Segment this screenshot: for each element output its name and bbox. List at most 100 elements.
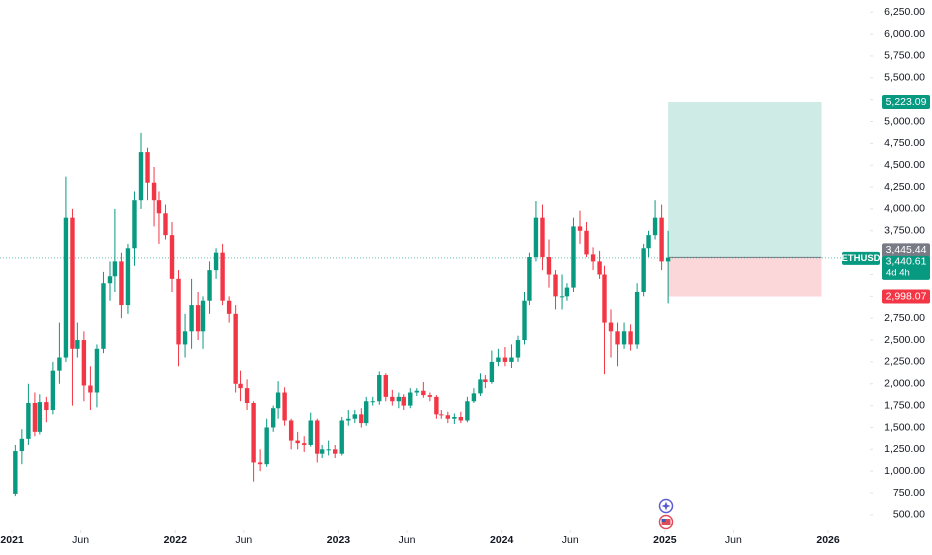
candle-body bbox=[101, 283, 106, 349]
candle-body bbox=[182, 331, 188, 345]
countdown: 4d 4h bbox=[886, 267, 910, 278]
candle-body bbox=[364, 401, 369, 424]
y-tick-label: 4,250.00 bbox=[884, 181, 925, 193]
candle-body bbox=[125, 248, 131, 306]
x-tick-label: 2026 bbox=[816, 534, 840, 546]
y-tick-label: 1,250.00 bbox=[884, 443, 925, 455]
candle-body bbox=[621, 331, 627, 345]
event-icons[interactable] bbox=[658, 498, 674, 530]
x-tick-label: 2023 bbox=[327, 534, 351, 546]
candle-body bbox=[176, 278, 181, 345]
candle-body bbox=[112, 261, 118, 277]
candle-body bbox=[339, 420, 344, 454]
candle-body bbox=[88, 385, 93, 393]
candle-body bbox=[377, 375, 382, 402]
candle-body bbox=[509, 357, 514, 362]
candle-body bbox=[584, 230, 589, 255]
candle-body bbox=[559, 296, 565, 298]
x-tick-label: Jun bbox=[562, 534, 579, 546]
candle-body bbox=[226, 300, 232, 314]
candle-body bbox=[496, 357, 501, 362]
candle-body bbox=[57, 357, 62, 371]
y-tick-label: 1,500.00 bbox=[884, 421, 925, 433]
candle-body bbox=[577, 226, 583, 231]
candle-body bbox=[522, 300, 527, 341]
y-tick-label: 2,000.00 bbox=[884, 378, 925, 390]
candle-body bbox=[608, 322, 614, 332]
candle-body bbox=[138, 152, 144, 201]
candle-body bbox=[32, 402, 38, 432]
candle-body bbox=[452, 416, 457, 419]
candle-body bbox=[107, 276, 113, 284]
candle-body bbox=[346, 418, 351, 421]
candle-body bbox=[19, 438, 25, 452]
candle-body bbox=[489, 361, 495, 383]
candle-body bbox=[238, 383, 243, 389]
x-tick-label: 2024 bbox=[490, 534, 514, 546]
candle-body bbox=[401, 396, 406, 406]
candle-body bbox=[527, 257, 532, 301]
candle-body bbox=[119, 261, 124, 306]
x-tick-label: 2025 bbox=[653, 534, 677, 546]
candle-body bbox=[275, 392, 281, 409]
candle-body bbox=[396, 396, 402, 402]
candle-body bbox=[641, 248, 646, 292]
candle-body bbox=[483, 379, 488, 383]
y-tick-label: 4,000.00 bbox=[884, 203, 925, 215]
y-tick-label: 6,000.00 bbox=[884, 28, 925, 40]
candle-body bbox=[634, 291, 640, 345]
y-tick-label: 1,000.00 bbox=[884, 465, 925, 477]
y-tick-label: 2,500.00 bbox=[884, 334, 925, 346]
candle-body bbox=[213, 252, 219, 271]
y-tick-label: 2,750.00 bbox=[884, 312, 925, 324]
candle-body bbox=[44, 402, 49, 410]
candle-body bbox=[200, 300, 206, 332]
candle-body bbox=[156, 200, 162, 214]
stop-badge bbox=[882, 289, 930, 304]
candle-body bbox=[458, 416, 464, 421]
y-tick-label: 4,500.00 bbox=[884, 159, 925, 171]
candle-body bbox=[370, 401, 375, 403]
candle-body bbox=[359, 414, 364, 424]
candle-body bbox=[652, 217, 658, 236]
candle-body bbox=[319, 449, 325, 454]
last-price-label: 3,440.61 bbox=[886, 256, 927, 268]
candle-body bbox=[257, 462, 263, 465]
y-tick-label: 5,000.00 bbox=[884, 115, 925, 127]
candle-body bbox=[427, 395, 433, 397]
candle-body bbox=[81, 340, 87, 386]
candle-body bbox=[70, 217, 75, 349]
candle-body bbox=[533, 217, 539, 258]
candle-body bbox=[602, 274, 607, 323]
candle-body bbox=[94, 348, 100, 393]
candle-body bbox=[646, 235, 651, 249]
candle-body bbox=[628, 331, 633, 345]
candle-body bbox=[163, 213, 168, 236]
candle-body bbox=[315, 420, 320, 454]
candle-body bbox=[540, 217, 545, 258]
x-tick-label: Jun bbox=[725, 534, 742, 546]
candle-body bbox=[383, 375, 388, 397]
candle-body bbox=[434, 396, 439, 415]
candle-body bbox=[233, 313, 238, 384]
y-tick-label: 750.00 bbox=[893, 487, 925, 499]
candle-body bbox=[352, 414, 357, 419]
candle-body bbox=[445, 415, 451, 419]
candle-body bbox=[26, 402, 31, 439]
y-tick-label: 2,250.00 bbox=[884, 356, 925, 368]
entry-badge-label: 3,445.44 bbox=[886, 244, 927, 256]
candle-body bbox=[13, 451, 18, 494]
y-tick-label: 5,500.00 bbox=[884, 72, 925, 84]
target-badge-label: 5,223.09 bbox=[886, 96, 927, 108]
candle-body bbox=[597, 261, 602, 275]
candle-body bbox=[471, 393, 477, 402]
candle-body bbox=[295, 440, 300, 444]
candle-body bbox=[333, 449, 338, 454]
target-badge bbox=[882, 95, 930, 110]
candle-body bbox=[132, 200, 137, 249]
candle-body bbox=[63, 217, 69, 358]
candle-body bbox=[665, 257, 671, 262]
candle-body bbox=[50, 370, 56, 410]
candle-body bbox=[151, 182, 157, 201]
